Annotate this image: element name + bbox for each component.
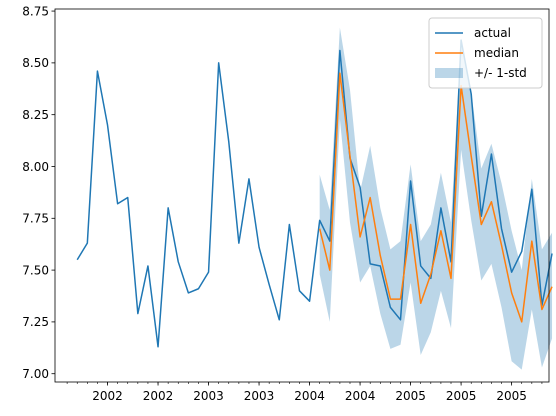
x-tick-label: 2002: [92, 389, 123, 403]
legend-median-label: median: [474, 46, 519, 60]
y-tick-label: 7.00: [22, 367, 49, 381]
y-tick-label: 7.75: [22, 212, 49, 226]
plot-layer: [76, 27, 553, 370]
x-tick-label: 2005: [395, 389, 426, 403]
x-tick-label: 2003: [193, 389, 224, 403]
legend-band-label: +/- 1-std: [474, 66, 527, 80]
axes-layer: 7.00 7.25 7.50 7.75 8.00 8.25 8.50 8.75 2002 2002…: [22, 4, 550, 403]
y-tick-label: 7.25: [22, 315, 49, 329]
y-tick-label: 8.00: [22, 160, 49, 174]
plot-frame: [54, 8, 550, 383]
y-tick-label: 8.25: [22, 108, 49, 122]
x-tick-label: 2004: [294, 389, 325, 403]
legend-actual-label: actual: [474, 26, 511, 40]
x-tick-label: 2005: [446, 389, 477, 403]
y-tick-label: 8.75: [22, 4, 49, 18]
y-tick-label: 8.50: [22, 56, 49, 70]
x-tick-label: 2003: [244, 389, 275, 403]
series-line-median: [318, 72, 553, 323]
legend-band-swatch: [435, 68, 463, 78]
x-tick-label: 2002: [143, 389, 174, 403]
x-tick-label: 2004: [345, 389, 376, 403]
legend-frame: [428, 17, 543, 89]
series-line-actual: [76, 39, 553, 348]
std-band: [319, 27, 553, 370]
legend: actual median +/- 1-std: [428, 17, 543, 89]
x-tick-label: 2005: [496, 389, 527, 403]
y-tick-label: 7.50: [22, 263, 49, 277]
